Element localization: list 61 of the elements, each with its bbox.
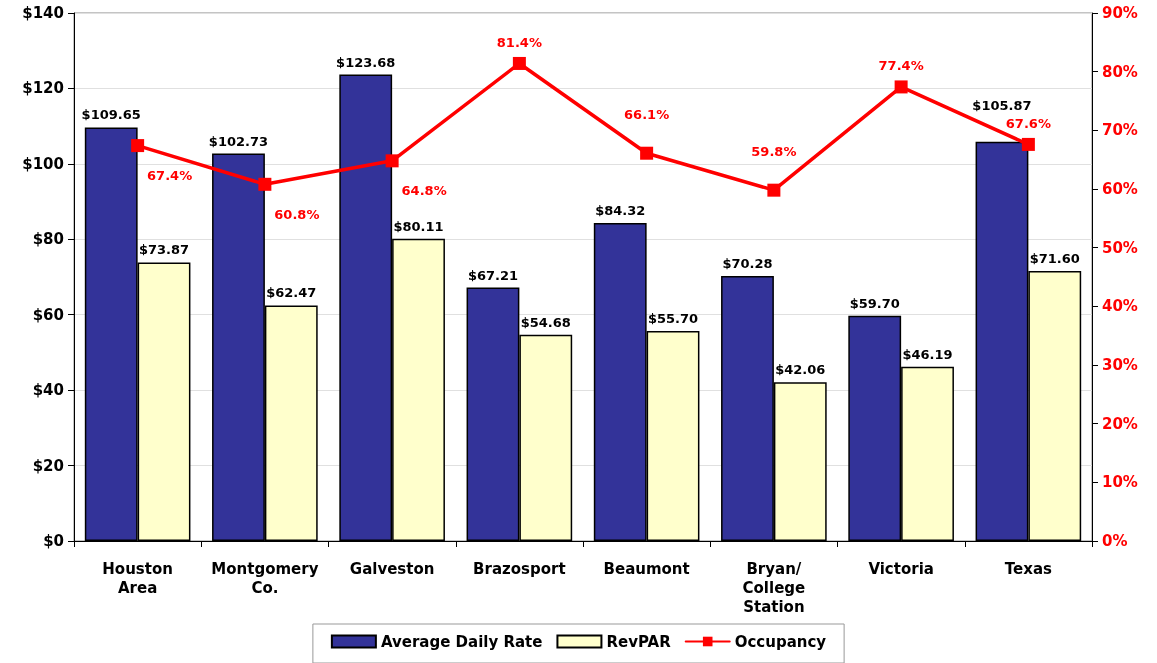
- y2-tick-label: 50%: [1102, 238, 1138, 257]
- legend-label: RevPAR: [606, 632, 672, 651]
- data-label: $54.68: [520, 314, 571, 330]
- data-label: 60.8%: [274, 206, 320, 222]
- data-label: $102.73: [208, 133, 269, 149]
- y2-tick-label: 30%: [1102, 356, 1138, 374]
- data-label: 77.4%: [878, 58, 924, 74]
- y-tick-label: $20: [32, 456, 64, 475]
- data-label: 67.6%: [1005, 115, 1051, 131]
- y-tick-label: $120: [22, 79, 64, 98]
- y-tick-label: $100: [22, 154, 64, 173]
- legend-label: Occupancy: [734, 632, 827, 651]
- y2-tick-label: 70%: [1102, 121, 1138, 140]
- y-tick-label: $40: [32, 381, 64, 400]
- y2-tick-label: 90%: [1102, 4, 1138, 22]
- data-label: 81.4%: [496, 34, 542, 50]
- y2-tick-label: 40%: [1102, 297, 1138, 316]
- data-label: $62.47: [266, 285, 317, 301]
- data-label: $80.11: [393, 218, 444, 234]
- x-tick-label: Brazosport: [473, 559, 566, 578]
- data-label: $59.70: [849, 295, 900, 311]
- data-label: 59.8%: [751, 143, 797, 159]
- data-label: $123.68: [336, 54, 396, 70]
- data-label: $70.28: [722, 255, 773, 271]
- data-label: $73.87: [138, 242, 190, 258]
- data-label: $55.70: [647, 310, 699, 326]
- y2-tick-label: 0%: [1102, 532, 1128, 550]
- point: [258, 177, 272, 191]
- data-label: $84.32: [595, 202, 646, 218]
- legend-label: Average Daily Rate: [380, 632, 543, 651]
- x-tick-label: Victoria: [868, 559, 934, 578]
- y2-tick-label: 80%: [1102, 62, 1138, 81]
- y-tick-label: $0: [43, 532, 64, 550]
- data-label: 67.4%: [147, 168, 193, 184]
- x-tick-label: Galveston: [349, 559, 435, 578]
- x-tick-label: Montgomery Co.: [211, 559, 319, 597]
- point: [894, 80, 908, 94]
- x-tick-label: Beaumont: [603, 559, 690, 578]
- data-label: $67.21: [467, 267, 519, 283]
- data-label: $42.06: [775, 362, 826, 378]
- y-tick-label: $140: [22, 4, 64, 22]
- point: [512, 56, 526, 70]
- y2-tick-label: 10%: [1102, 473, 1138, 492]
- point: [767, 183, 781, 197]
- point: [640, 146, 654, 160]
- y-tick-label: $80: [32, 230, 64, 249]
- data-label: $109.65: [81, 107, 141, 123]
- data-label: 64.8%: [401, 183, 447, 199]
- point: [385, 154, 399, 168]
- x-tick-label: Texas: [1004, 559, 1053, 578]
- data-label: $71.60: [1029, 250, 1080, 266]
- data-label: 66.1%: [624, 106, 670, 122]
- x-tick-label: Houston Area: [102, 559, 173, 597]
- y-tick-label: $60: [32, 305, 64, 324]
- y2-tick-label: 60%: [1102, 180, 1138, 198]
- x-tick-label: Bryan/ College Station: [742, 559, 806, 616]
- point: [1021, 137, 1035, 151]
- point: [131, 139, 145, 153]
- y2-tick-label: 20%: [1102, 414, 1138, 433]
- data-label: $46.19: [902, 346, 953, 362]
- data-label: $105.87: [972, 97, 1032, 113]
